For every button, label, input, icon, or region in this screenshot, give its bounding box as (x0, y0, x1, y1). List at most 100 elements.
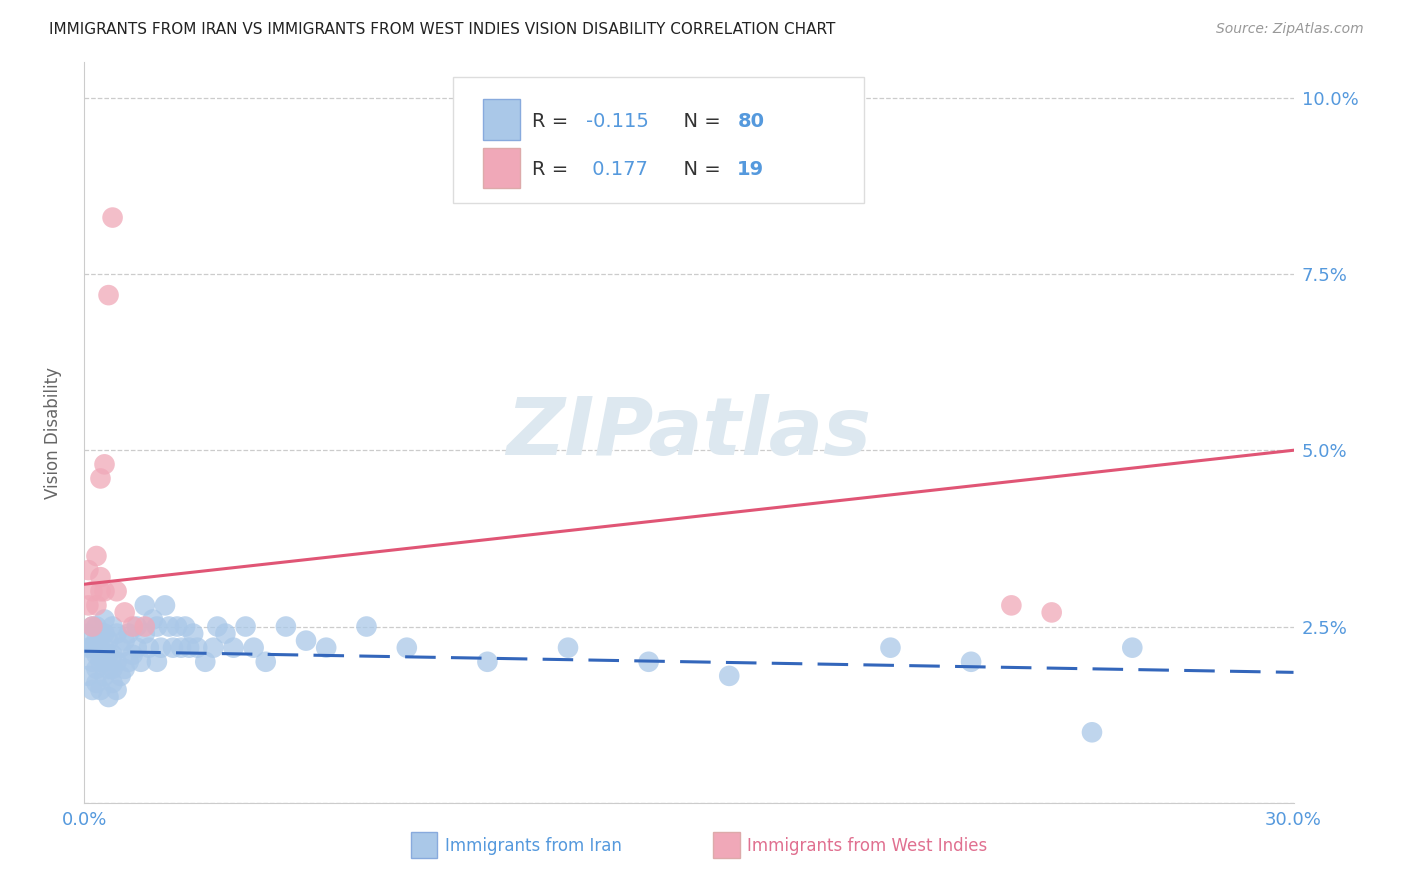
Point (77, 640, 100, 655)
Point (118, 626, 141, 640)
Point (86, 662, 108, 676)
Text: 19: 19 (737, 161, 765, 179)
Text: Source: ZipAtlas.com: Source: ZipAtlas.com (1216, 22, 1364, 37)
Point (93, 458, 115, 472)
Point (82, 619, 104, 633)
Bar (411, 832, 437, 858)
Point (77, 669, 100, 683)
Text: R =: R = (531, 112, 574, 131)
Point (97, 662, 120, 676)
Point (101, 676, 124, 690)
Point (214, 626, 236, 640)
Point (1121, 640, 1143, 655)
Point (82, 640, 104, 655)
Point (97, 690, 120, 704)
Point (295, 633, 318, 648)
Point (77, 599, 100, 613)
Text: -0.115: -0.115 (586, 112, 650, 131)
Point (101, 619, 124, 633)
Point (105, 626, 128, 640)
Text: N =: N = (671, 112, 727, 131)
Point (274, 619, 297, 633)
Point (157, 619, 180, 633)
Point (82, 683, 104, 698)
Text: ZIPatlas: ZIPatlas (506, 393, 872, 472)
Point (101, 211, 124, 225)
Point (93, 612, 115, 626)
Point (134, 626, 156, 640)
Point (142, 612, 165, 626)
Bar (484, 99, 520, 140)
Point (718, 669, 741, 683)
Point (86, 619, 108, 633)
Point (110, 669, 132, 683)
Point (89, 640, 111, 655)
Text: R =: R = (531, 161, 574, 179)
Point (101, 662, 124, 676)
Point (146, 655, 169, 669)
Point (82, 655, 104, 669)
Point (477, 655, 499, 669)
Point (105, 683, 128, 698)
Point (93, 640, 115, 655)
Text: Immigrants from Iran: Immigrants from Iran (444, 837, 621, 855)
Point (134, 619, 156, 633)
Bar (484, 147, 520, 188)
Point (879, 640, 901, 655)
Point (77, 626, 100, 640)
Point (93, 584, 115, 599)
Point (557, 640, 579, 655)
Point (105, 584, 128, 599)
Text: N =: N = (671, 161, 727, 179)
Text: Immigrants from West Indies: Immigrants from West Indies (747, 837, 987, 855)
Point (125, 619, 148, 633)
Point (138, 640, 160, 655)
Point (146, 619, 169, 633)
Point (89, 471, 111, 485)
Point (242, 640, 264, 655)
Point (637, 655, 659, 669)
Point (315, 640, 337, 655)
Text: 0.177: 0.177 (586, 161, 648, 179)
Point (82, 584, 104, 599)
Point (101, 648, 124, 662)
Point (114, 633, 136, 648)
Point (97, 648, 120, 662)
Point (1040, 606, 1063, 620)
Point (960, 655, 983, 669)
Point (89, 683, 111, 698)
Point (77, 563, 100, 577)
Point (134, 599, 156, 613)
Point (86, 676, 108, 690)
Point (121, 619, 143, 633)
Point (129, 655, 152, 669)
Point (170, 640, 193, 655)
Point (202, 640, 225, 655)
Point (86, 549, 108, 563)
Point (207, 619, 229, 633)
Point (125, 640, 148, 655)
Point (93, 669, 115, 683)
Text: 80: 80 (737, 112, 765, 131)
Point (121, 648, 143, 662)
Point (1081, 725, 1104, 739)
Point (395, 640, 418, 655)
Point (1000, 599, 1022, 613)
Point (179, 640, 201, 655)
Point (86, 648, 108, 662)
Point (114, 606, 136, 620)
Point (114, 662, 136, 676)
Point (174, 619, 197, 633)
Point (222, 640, 245, 655)
Point (86, 633, 108, 648)
Point (105, 655, 128, 669)
Point (181, 626, 204, 640)
Point (153, 599, 176, 613)
Point (89, 570, 111, 584)
Point (97, 288, 120, 302)
Y-axis label: Vision Disability: Vision Disability (44, 367, 62, 499)
Bar (713, 832, 740, 858)
Point (186, 640, 208, 655)
Point (194, 655, 217, 669)
Point (97, 633, 120, 648)
